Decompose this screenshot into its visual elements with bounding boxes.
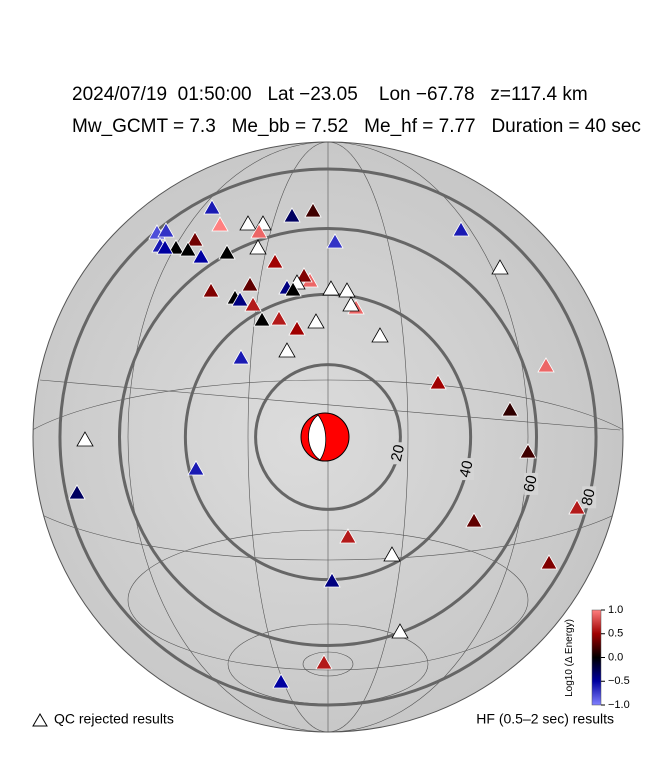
station <box>304 202 322 218</box>
station <box>187 460 205 476</box>
ring <box>254 363 402 511</box>
qc-rejected-station <box>322 280 340 296</box>
stations <box>68 199 586 689</box>
ring-label-bg <box>524 472 539 495</box>
station <box>218 244 236 260</box>
ring-label-bg <box>391 442 406 465</box>
colorbar-label: Log10 (Δ Energy) <box>564 619 575 697</box>
station <box>244 296 262 312</box>
station <box>156 239 174 255</box>
station <box>295 267 313 283</box>
station <box>232 349 250 365</box>
station <box>537 357 555 373</box>
qc-rejected-station <box>278 342 296 358</box>
station <box>167 239 185 255</box>
station <box>186 231 204 247</box>
ring-label: 20 <box>388 443 408 463</box>
station <box>157 222 175 238</box>
station <box>465 512 483 528</box>
station <box>192 248 210 264</box>
graticule <box>33 142 623 732</box>
beachball <box>300 412 350 462</box>
ring-label: 80 <box>578 487 598 507</box>
qc-rejected-station <box>307 313 325 329</box>
station <box>452 221 470 237</box>
ring-label: 60 <box>520 474 540 494</box>
hf-legend: HF (0.5–2 sec) results <box>476 711 614 727</box>
station <box>315 654 333 670</box>
ring-label: 40 <box>456 459 476 479</box>
colorbar-tick-label: −0.5 <box>608 675 630 687</box>
station <box>270 310 288 326</box>
station <box>429 374 447 390</box>
qc-legend: QC rejected results <box>54 711 174 727</box>
qc-rejected-station <box>338 282 356 298</box>
station <box>540 554 558 570</box>
colorbar-ticks: 1.0 0.5 0.0 −0.5 −1.0 <box>601 604 630 711</box>
ring <box>58 167 598 707</box>
station <box>284 281 302 297</box>
station <box>283 207 301 223</box>
qc-rejected-station <box>342 296 360 312</box>
station <box>241 276 259 292</box>
qc-rejected-station <box>371 327 389 343</box>
station <box>179 241 197 257</box>
qc-rejected-station <box>249 239 267 255</box>
station <box>272 673 290 689</box>
qc-rejected-station <box>239 215 257 231</box>
ring-label-bg <box>582 486 597 509</box>
station <box>211 216 229 232</box>
colorbar-tick-label: −1.0 <box>608 699 630 711</box>
qc-rejected-station <box>491 259 509 275</box>
header-line2: Mw_GCMT = 7.3 Me_bb = 7.52 Me_hf = 7.77 … <box>72 116 641 137</box>
station <box>288 320 306 336</box>
station <box>68 484 86 500</box>
qc-rejected-station <box>383 546 401 562</box>
station <box>231 291 249 307</box>
station <box>339 528 357 544</box>
station <box>326 233 344 249</box>
station <box>202 282 220 298</box>
ring-label-bg <box>459 458 474 481</box>
station <box>203 199 221 215</box>
qc-rejected-station <box>76 431 94 447</box>
station <box>323 572 341 588</box>
station <box>501 401 519 417</box>
station <box>519 443 537 459</box>
station <box>253 311 271 327</box>
colorbar <box>591 609 602 706</box>
colorbar-tick-label: 0.5 <box>608 628 623 640</box>
station <box>250 223 268 239</box>
colorbar-tick-label: 0.0 <box>608 651 623 663</box>
qc-rejected-station <box>391 623 409 639</box>
ring <box>118 227 538 647</box>
station <box>568 499 586 515</box>
qc-legend-symbol <box>32 713 48 727</box>
station <box>266 253 284 269</box>
colorbar-tick-label: 1.0 <box>608 604 623 616</box>
header-line1: 2024/07/19 01:50:00 Lat −23.05 Lon −67.7… <box>72 84 588 105</box>
